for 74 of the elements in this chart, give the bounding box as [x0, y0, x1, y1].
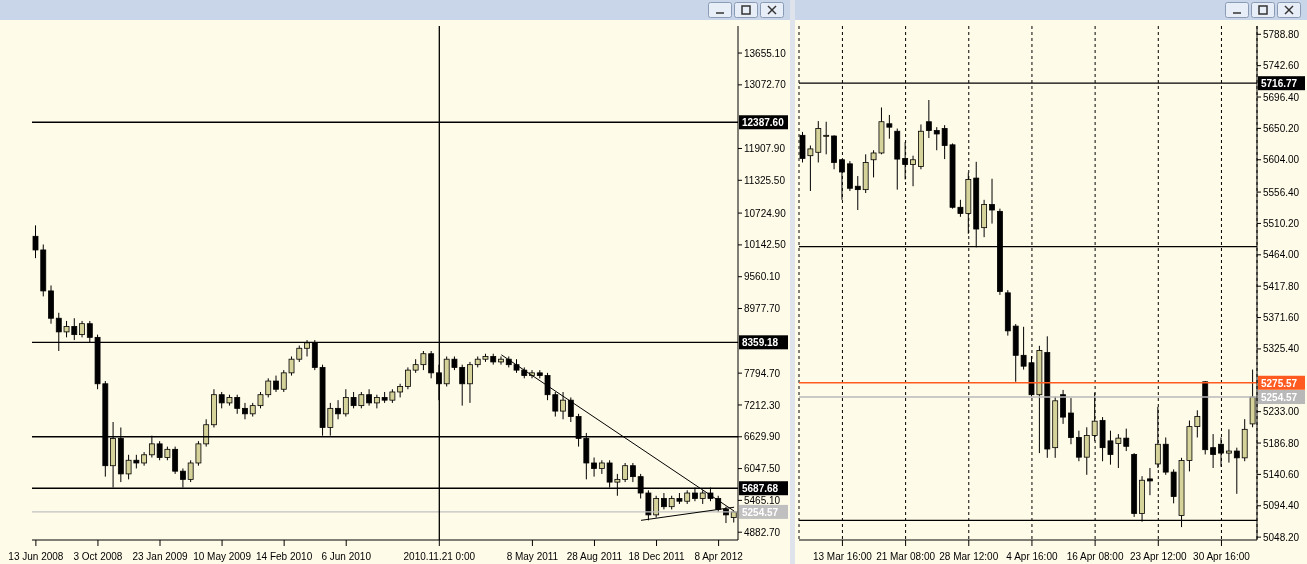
- y-tick-label: 5233.00: [1263, 406, 1300, 418]
- y-tick-label: 13072.70: [744, 79, 787, 91]
- candlestick: [1083, 426, 1090, 476]
- candlestick: [1147, 467, 1153, 496]
- x-tick-label: 23 Jan 2009: [132, 551, 188, 562]
- x-tick-label: 8 Apr 2012: [694, 551, 744, 562]
- candlestick: [560, 391, 566, 420]
- x-tick-label: 13 Jun 2008: [8, 551, 64, 562]
- y-tick-label: 5742.60: [1263, 60, 1300, 72]
- y-tick-label: 5650.20: [1263, 122, 1300, 134]
- y-tick-label: 7212.30: [744, 399, 781, 411]
- y-tick-label: 6629.90: [744, 431, 781, 443]
- x-tick-label: 23 Apr 12:00: [1129, 551, 1188, 562]
- candlestick: [1060, 389, 1066, 425]
- ref-line-label: 5254.57: [1261, 392, 1298, 404]
- y-tick-label: 5048.20: [1263, 531, 1300, 543]
- candlestick: [242, 402, 248, 420]
- ref-line-label: 12387.60: [742, 117, 785, 129]
- ref-line-label: 5254.57: [742, 506, 779, 518]
- y-tick-label: 5465.10: [744, 494, 781, 506]
- x-tick-label: 18 Dec 2011: [628, 551, 685, 562]
- candlestick: [335, 399, 341, 420]
- x-tick-label: 30 Apr 16:00: [1193, 551, 1251, 562]
- ref-line-label: 8359.18: [742, 337, 779, 349]
- y-tick-label: 8977.70: [744, 303, 781, 315]
- y-tick-label: 5556.40: [1263, 186, 1300, 198]
- x-tick-label: 6 Jun 2010: [321, 551, 372, 562]
- y-tick-label: 5094.40: [1263, 500, 1300, 512]
- y-tick-label: 5696.40: [1263, 91, 1300, 103]
- y-tick-label: 5140.60: [1263, 468, 1300, 480]
- candlestick: [405, 366, 411, 390]
- candlestick: [1075, 430, 1082, 462]
- candlestick: [989, 178, 995, 225]
- y-tick-label: 10142.50: [744, 239, 787, 251]
- y-tick-label: 6047.50: [744, 463, 781, 475]
- x-tick-label: 10 May 2009: [193, 551, 252, 562]
- candlestick: [467, 361, 473, 404]
- x-tick-label: 14 Feb 2010: [256, 551, 313, 562]
- candlestick: [854, 175, 861, 211]
- ref-line-label: 5275.57: [1261, 377, 1298, 389]
- x-tick-label: 8 May 2011: [506, 551, 559, 562]
- y-tick-label: 4882.70: [744, 526, 781, 538]
- ref-line-label: 5687.68: [742, 483, 779, 495]
- y-tick-label: 10724.90: [744, 207, 787, 219]
- candlestick: [1233, 447, 1240, 495]
- y-tick-label: 7794.70: [744, 367, 781, 379]
- candlestick: [981, 199, 988, 238]
- candlestick: [591, 457, 597, 478]
- x-tick-label: 13 Mar 16:00: [812, 551, 873, 562]
- candlestick: [1210, 433, 1217, 469]
- y-tick-label: 5186.80: [1263, 437, 1300, 449]
- y-tick-label: 5417.80: [1263, 280, 1300, 292]
- x-tick-label: 28 Aug 2011: [566, 551, 623, 562]
- y-tick-label: 9560.10: [744, 271, 781, 283]
- candlestick: [1226, 428, 1232, 464]
- y-tick-label: 5604.00: [1263, 154, 1300, 166]
- x-tick-label: 21 Mar 08:00: [876, 551, 936, 562]
- candlestick: [823, 121, 830, 155]
- y-tick-label: 13655.10: [744, 47, 787, 59]
- y-tick-label: 5510.20: [1263, 218, 1300, 229]
- y-tick-label: 5371.60: [1263, 312, 1300, 324]
- y-tick-label: 11325.50: [744, 174, 786, 186]
- x-tick-label: 16 Apr 08:00: [1066, 551, 1124, 562]
- x-tick-label: 4 Apr 16:00: [1006, 551, 1058, 562]
- ref-line-label: 5716.77: [1261, 78, 1298, 90]
- y-tick-label: 11907.90: [744, 143, 786, 155]
- x-tick-label: 28 Mar 12:00: [939, 551, 999, 562]
- y-tick-label: 5325.40: [1263, 343, 1300, 355]
- y-tick-label: 5788.80: [1263, 28, 1300, 40]
- candlestick: [925, 99, 932, 139]
- candlestick: [910, 155, 916, 187]
- y-tick-label: 5464.00: [1263, 249, 1300, 261]
- x-tick-label: 2010.11.21 0:00: [403, 551, 476, 562]
- x-tick-label: 3 Oct 2008: [73, 551, 123, 562]
